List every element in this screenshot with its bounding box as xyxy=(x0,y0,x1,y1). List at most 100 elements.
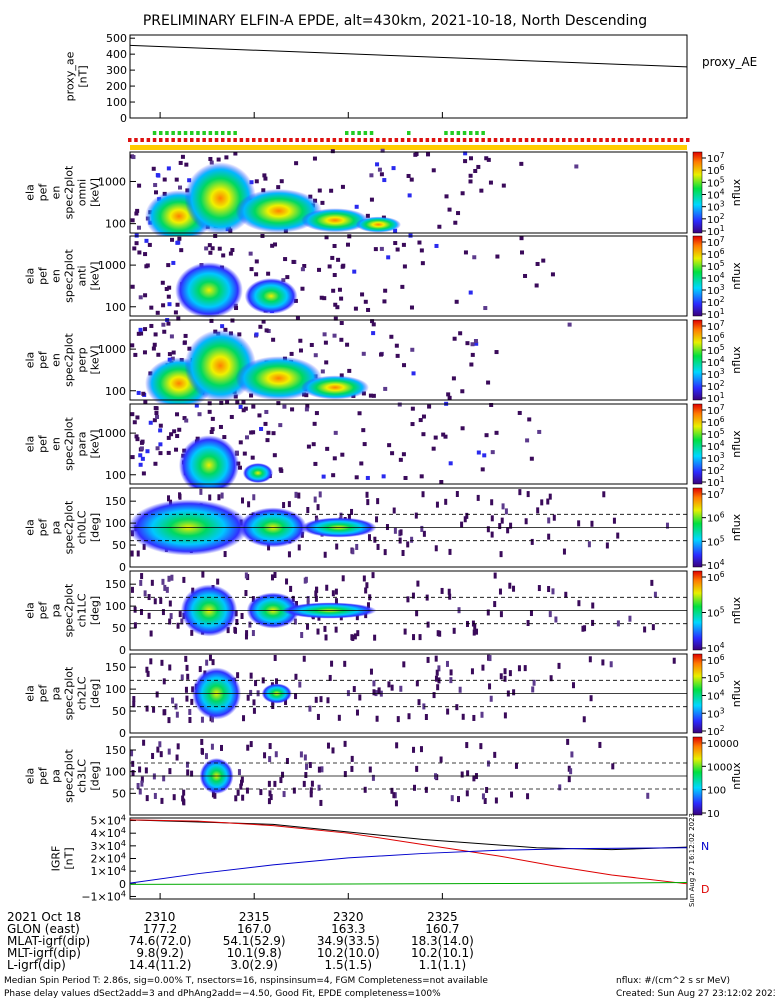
spectrogram-cell xyxy=(162,329,167,334)
spectrogram-cell xyxy=(534,283,539,288)
spectrogram-cell xyxy=(509,522,513,529)
spectrogram-cell xyxy=(407,193,412,198)
x-axis-row-value: 10.1(9.8) xyxy=(227,946,282,960)
spectrogram-cell xyxy=(352,686,356,693)
indicator-mark xyxy=(140,138,144,142)
spectrogram-cell xyxy=(136,550,140,557)
spectrogram-cell xyxy=(245,630,249,637)
spectrogram-cell xyxy=(494,797,498,804)
spectrogram-cell xyxy=(402,661,406,668)
spectrogram-cell xyxy=(361,351,366,356)
indicator-mark xyxy=(456,131,461,135)
spectrogram-cell xyxy=(415,680,419,687)
spectrogram-cell xyxy=(444,194,449,199)
spectrogram-cell xyxy=(373,536,377,543)
x-axis-row-label: 2021 Oct 18 xyxy=(7,910,81,924)
spectrogram-cell xyxy=(281,278,286,283)
spectrogram-cell xyxy=(520,250,525,255)
spectrogram-cell xyxy=(402,363,407,368)
spectrogram-cell xyxy=(419,746,423,753)
spectrogram-cell xyxy=(447,395,452,400)
spectrogram-cell xyxy=(274,751,278,758)
spectrogram-cell xyxy=(552,514,556,521)
spectrogram-cell xyxy=(308,761,312,768)
spectrogram-cell xyxy=(244,572,248,579)
spectrogram-cell xyxy=(371,322,376,327)
spectrogram-cell xyxy=(136,225,141,230)
spectrogram-cell xyxy=(254,680,258,687)
colorbar-tick-label: 106 xyxy=(707,163,725,177)
spectrogram-cell xyxy=(500,517,504,524)
spectrogram-cell xyxy=(172,429,177,434)
colorbar-tick-label: 107 xyxy=(707,235,725,249)
spectrogram-cell xyxy=(175,412,180,417)
spectrogram-cell xyxy=(294,491,298,498)
spectrogram-cell xyxy=(250,455,255,460)
spectrogram-cell xyxy=(306,623,310,630)
spectrogram-cell xyxy=(426,152,431,157)
spectrogram-cell xyxy=(406,173,411,178)
spectrogram-cell xyxy=(223,327,228,332)
spectrogram-cell xyxy=(447,588,451,595)
spectrogram-cell xyxy=(470,668,474,675)
spectrogram-cell xyxy=(151,166,156,171)
spectrogram-cell xyxy=(392,792,396,799)
spectrogram-cell xyxy=(598,741,602,748)
spectrogram-cell xyxy=(238,404,243,409)
y-tick-label: 100 xyxy=(105,766,126,779)
spectrogram-cell xyxy=(265,438,270,443)
spectrogram-cell xyxy=(334,626,338,633)
spectrogram-cell xyxy=(264,409,269,414)
spectrogram-cell xyxy=(278,423,283,428)
spectrogram-cell xyxy=(186,673,190,680)
spectrogram-cell xyxy=(276,185,281,190)
spectrogram-cell xyxy=(418,418,423,423)
spectrogram-cell xyxy=(371,393,376,398)
spectrogram-cell xyxy=(182,789,186,796)
indicator-mark xyxy=(425,138,430,142)
indicator-mark xyxy=(233,131,237,135)
indicator-mark xyxy=(469,138,473,142)
spectrogram-cell xyxy=(158,442,163,447)
spectrogram-cell xyxy=(303,754,307,761)
spectrogram-cell xyxy=(432,692,436,699)
spectrogram-cell xyxy=(136,390,141,395)
indicator-mark xyxy=(462,131,467,135)
spectrogram-cell xyxy=(406,541,410,548)
spectrogram-cell xyxy=(510,791,514,798)
spectrogram-cell xyxy=(591,602,595,609)
igrf-series-line xyxy=(129,819,688,851)
spectrogram-cell xyxy=(403,628,407,635)
colorbar-tick-label: 101 xyxy=(707,224,725,238)
spectrogram-cell xyxy=(481,793,485,800)
spectrogram-cell xyxy=(558,784,562,791)
spectrogram-cell xyxy=(290,407,295,412)
spectrogram-cell xyxy=(394,800,398,807)
y-tick-label: 100 xyxy=(105,301,126,314)
spectrogram-cell xyxy=(169,334,174,339)
spectrogram-cell xyxy=(588,656,592,663)
indicator-mark xyxy=(407,138,411,142)
spectrogram-cell xyxy=(178,160,183,165)
spectrogram-cell xyxy=(167,717,171,724)
y-tick-label: 1000 xyxy=(98,175,126,188)
spectrogram-cell xyxy=(651,624,655,631)
x-axis-row-value: 2320 xyxy=(333,910,364,924)
spectrogram-cell xyxy=(174,177,179,182)
x-axis-row-value: 2315 xyxy=(239,910,270,924)
panel-ylabel-line: ch2LC xyxy=(76,676,89,710)
indicator-mark xyxy=(475,131,479,135)
spectrogram-cell xyxy=(546,498,550,505)
x-axis-row-value: 163.3 xyxy=(331,922,365,936)
colorbar-tick-label: 104 xyxy=(707,689,725,703)
colorbar-tick-label: 101 xyxy=(707,475,725,489)
spectrogram-cell xyxy=(339,373,344,378)
indicator-mark xyxy=(369,131,374,135)
spectrogram-cell xyxy=(149,323,154,328)
spectrogram-cell xyxy=(216,578,220,585)
spectrogram-cell xyxy=(480,467,485,472)
spectrogram-cell xyxy=(144,767,148,774)
spectrogram-cell xyxy=(440,587,444,594)
spectrogram-cell xyxy=(458,331,463,336)
panel-ylabel-line: pa xyxy=(50,604,63,618)
